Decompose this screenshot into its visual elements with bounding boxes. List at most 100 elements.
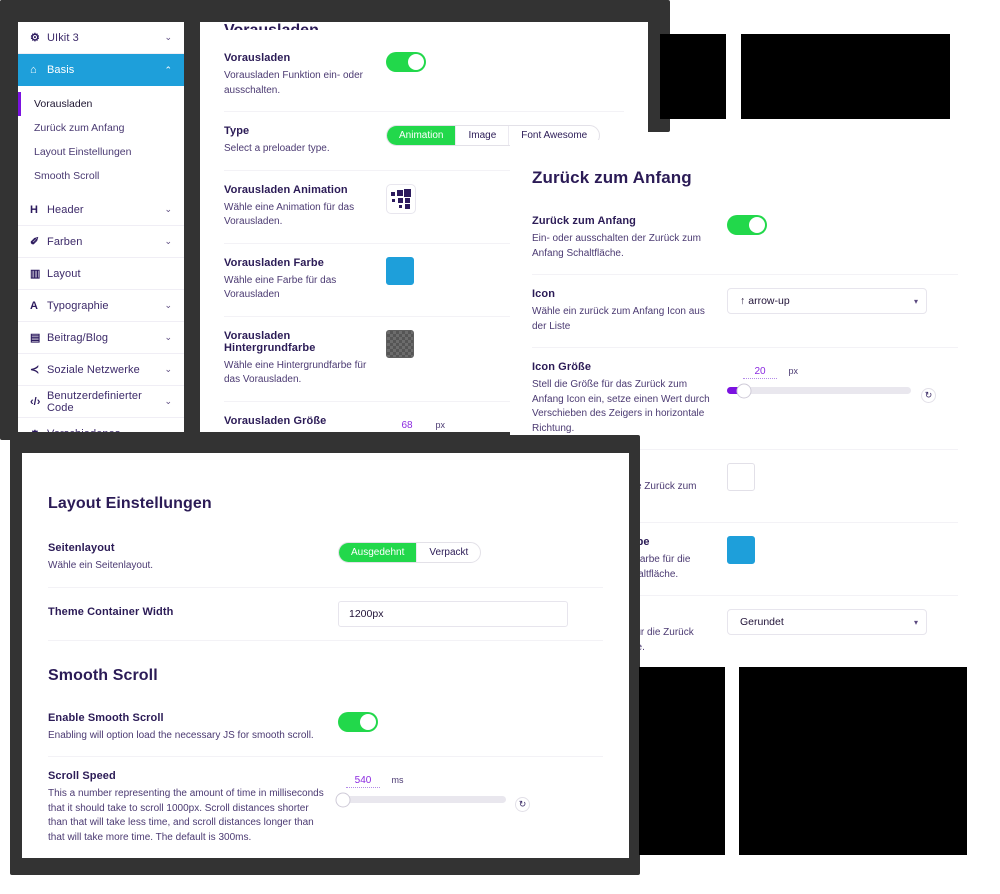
sidebar-item-farben[interactable]: ✐ Farben ⌄ xyxy=(18,226,184,258)
preloader-animation-icon xyxy=(391,188,411,209)
toggle-enable-smooth-scroll[interactable] xyxy=(338,711,378,732)
sidebar-item-label: Beitrag/Blog xyxy=(47,331,109,344)
type-option-animation[interactable]: Animation xyxy=(387,126,457,145)
setting-control-block xyxy=(386,256,624,303)
color-swatch-vorausladen-hintergrundfarbe[interactable] xyxy=(386,329,414,358)
setting-label-block: Icon Wähle ein zurück zum Anfang Icon au… xyxy=(532,288,727,334)
slider-thumb[interactable] xyxy=(736,383,752,398)
setting-description: Wähle eine Animation für das Vorausladen… xyxy=(224,201,355,228)
color-swatch-vorausladen-farbe[interactable] xyxy=(386,256,414,285)
cogs-icon: ⚙ xyxy=(30,32,40,44)
share-icon: ≺ xyxy=(30,364,40,376)
setting-label: Scroll Speed xyxy=(48,770,116,782)
setting-label: Vorausladen Animation xyxy=(224,183,348,196)
sidebar-item-uikit3[interactable]: ⚙ UIkit 3 ⌄ xyxy=(18,22,184,54)
setting-label: Theme Container Width xyxy=(48,605,174,618)
sidebar-item-layout[interactable]: ▥ Layout xyxy=(18,258,184,290)
slider-value[interactable]: 540 xyxy=(346,775,380,788)
seitenlayout-option-verpackt[interactable]: Verpackt xyxy=(429,547,469,558)
sidebar-item-label: Benutzerdefinierter Code xyxy=(47,389,142,414)
setting-row-enable-smooth-scroll: Enable Smooth Scroll Enabling will optio… xyxy=(48,699,603,757)
chevron-down-icon: ▾ xyxy=(913,296,918,306)
setting-label-block: Scroll Speed This a number representing … xyxy=(48,770,338,845)
select-icon-form[interactable]: Gerundet ▾ xyxy=(727,609,927,635)
sidebar-item-label: Soziale Netzwerke xyxy=(47,363,140,376)
sidebar-item-basis[interactable]: ⌂ Basis ⌃ xyxy=(18,54,184,86)
toggle-knob xyxy=(408,54,424,70)
sidebar-item-verschiedenes[interactable]: ⚙ Verschiedenes ⌄ xyxy=(18,418,184,432)
setting-row-vorausladen: Vorausladen Vorausladen Funktion ein- od… xyxy=(224,30,624,112)
sidebar-item-soziale-netzwerke[interactable]: ≺ Soziale Netzwerke ⌄ xyxy=(18,354,184,386)
sidebar-subitem-layout-einstellungen[interactable]: Layout Einstellungen xyxy=(18,140,184,164)
layout-settings-panel: Layout Einstellungen Seitenlayout Wähle … xyxy=(22,453,629,858)
theme-container-width-input[interactable]: 1200px xyxy=(338,600,568,627)
seitenlayout-option-ausgedehnt[interactable]: Ausgedehnt xyxy=(339,543,418,562)
setting-row-vorausladen-hintergrundfarbe: Vorausladen Hintergrundfarbe Wähle eine … xyxy=(224,317,624,402)
type-button-group: Animation Image Font Awesome xyxy=(386,125,601,146)
setting-label-block: Vorausladen Vorausladen Funktion ein- od… xyxy=(224,52,386,98)
setting-row-seitenlayout: Seitenlayout Wähle ein Seitenlayout. Aus… xyxy=(48,529,603,588)
redaction-block-bottom-left xyxy=(639,667,725,855)
setting-row-vorausladen-farbe: Vorausladen Farbe Wähle eine Farbe für d… xyxy=(224,244,624,317)
setting-control-block: ↑ arrow-up ▾ xyxy=(727,288,958,334)
setting-control-block xyxy=(386,329,624,388)
color-swatch-icon-farbe[interactable] xyxy=(727,463,755,491)
slider-value[interactable]: 20 xyxy=(743,366,777,379)
setting-control-block xyxy=(386,52,624,98)
type-option-image[interactable]: Image xyxy=(456,126,510,145)
setting-description: Ein- oder ausschalten der Zurück zum Anf… xyxy=(532,233,701,259)
slider-value-row: 540 ms xyxy=(346,770,603,788)
slider-track-scroll-speed[interactable] xyxy=(335,792,506,807)
setting-control-block: 540 ms ↻ xyxy=(335,770,603,845)
sidebar-item-label: UIkit 3 xyxy=(47,31,79,44)
redaction-block-bottom-right xyxy=(739,667,967,855)
setting-label-block: Seitenlayout Wähle ein Seitenlayout. xyxy=(48,542,338,574)
sidebar-subitem-vorausladen[interactable]: Vorausladen xyxy=(18,92,184,116)
toggle-zurueck-zum-anfang[interactable] xyxy=(727,215,767,235)
setting-control-block xyxy=(727,463,958,509)
sidebar-item-benutzerdefinierter-code[interactable]: ‹/› Benutzerdefinierter Code ⌄ xyxy=(18,386,184,418)
setting-description: Stell die Größe für das Zurück zum Anfan… xyxy=(532,379,710,434)
setting-label-block: Vorausladen Größe Stell die Größe für da… xyxy=(224,415,386,433)
setting-control-block: Animation Image Font Awesome xyxy=(386,125,624,157)
setting-row-theme-container-width: Theme Container Width 1200px xyxy=(48,588,603,641)
select-value-wrap: ↑ arrow-up xyxy=(740,295,914,307)
select-icon[interactable]: ↑ arrow-up ▾ xyxy=(727,288,927,314)
toggle-vorausladen[interactable] xyxy=(386,52,426,72)
setting-description: This a number representing the amount of… xyxy=(48,788,324,843)
settings-sidebar: ⚙ UIkit 3 ⌄ ⌂ Basis ⌃ Vorausladen Zurück… xyxy=(18,22,184,432)
sidebar-subitem-zurueck-zum-anfang[interactable]: Zurück zum Anfang xyxy=(18,116,184,140)
setting-label: Vorausladen xyxy=(224,52,291,64)
setting-row-scroll-speed: Scroll Speed This a number representing … xyxy=(48,757,603,858)
animation-preview-button[interactable] xyxy=(386,183,416,214)
sidebar-subitem-label: Vorausladen xyxy=(34,98,93,110)
color-swatch-icon-hintergrundfarbe[interactable] xyxy=(727,536,755,564)
setting-label-block: Enable Smooth Scroll Enabling will optio… xyxy=(48,712,338,744)
slider-fill xyxy=(727,387,744,394)
setting-control-block xyxy=(727,536,958,582)
setting-label: Icon xyxy=(532,288,556,300)
sidebar-subitem-smooth-scroll[interactable]: Smooth Scroll xyxy=(18,164,184,188)
slider-thumb[interactable] xyxy=(335,792,351,807)
setting-row-zurueck-zum-anfang: Zurück zum Anfang Ein- oder ausschalten … xyxy=(532,202,958,275)
input-value: 1200px xyxy=(349,607,384,620)
select-value: arrow-up xyxy=(748,295,790,307)
arrow-up-icon: ↑ xyxy=(740,295,746,307)
reset-icon-groesse-button[interactable]: ↻ xyxy=(921,388,936,403)
slider-track-icon-groesse[interactable] xyxy=(727,383,911,398)
setting-description: Select a preloader type. xyxy=(224,143,330,154)
redaction-block-top-left xyxy=(660,34,726,119)
sidebar-item-typographie[interactable]: A Typographie ⌄ xyxy=(18,290,184,322)
setting-description: Wähle ein Seitenlayout. xyxy=(48,560,154,571)
sidebar-item-beitrag-blog[interactable]: ▤ Beitrag/Blog ⌄ xyxy=(18,322,184,354)
sidebar-item-label: Basis xyxy=(47,64,75,76)
sidebar-subitems: Vorausladen Zurück zum Anfang Layout Ein… xyxy=(18,86,184,194)
type-option-font-awesome[interactable]: Font Awesome xyxy=(521,130,588,141)
slider-value[interactable]: 68 xyxy=(390,420,424,432)
chevron-down-icon: ⌄ xyxy=(164,32,172,42)
sidebar-item-header[interactable]: H Header ⌄ xyxy=(18,194,184,226)
columns-icon: ▥ xyxy=(30,268,41,280)
reset-scroll-speed-button[interactable]: ↻ xyxy=(515,797,530,812)
brush-icon: ✐ xyxy=(30,236,40,248)
